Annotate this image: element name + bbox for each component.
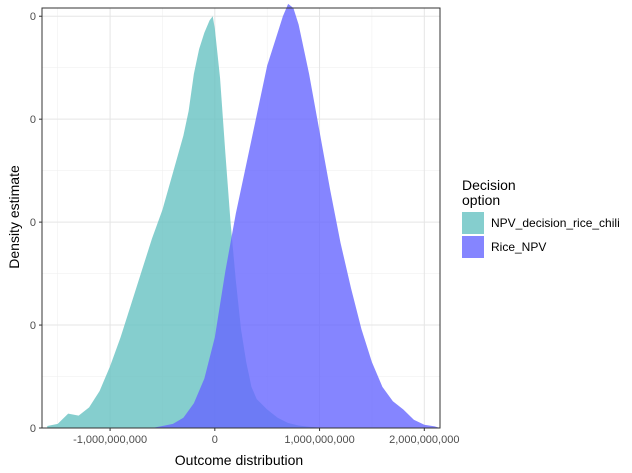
legend-items: NPV_decision_rice_chili Rice_NPV [462,212,620,258]
y-tick-label: 0 [30,320,36,332]
x-tick-label: 1,000,000,000 [284,434,354,446]
x-tick-label: 2,000,000,000 [389,434,459,446]
legend-key-swatch [462,212,484,234]
density-area-1 [47,16,331,429]
legend-item-label: NPV_decision_rice_chili [491,216,620,230]
y-tick-label: 0 [30,11,36,23]
y-tick-label: 0 [30,423,36,435]
y-tick-label: 0 [30,114,36,126]
density-areas [47,3,440,429]
legend-title-line: option [462,192,500,208]
x-axis-ticks: -1,000,000,000 0 1,000,000,000 2,000,000,00… [73,428,459,446]
legend-item-label: Rice_NPV [491,240,546,254]
legend-title-line: Decision [462,177,516,193]
x-tick-label: 0 [212,434,218,446]
x-tick-label: -1,000,000,000 [73,434,147,446]
y-axis-ticks: 0 0 0 0 0 [30,11,42,435]
y-tick-label: 0 [30,217,36,229]
legend-title: Decision option [462,177,516,208]
legend-key-swatch [462,236,484,258]
x-axis-title: Outcome distribution [175,452,303,468]
density-area-2 [151,3,440,428]
y-axis-title: Density estimate [6,165,22,269]
legend: Decision option NPV_decision_rice_chili Ri… [462,177,620,258]
panel-border [41,7,441,429]
